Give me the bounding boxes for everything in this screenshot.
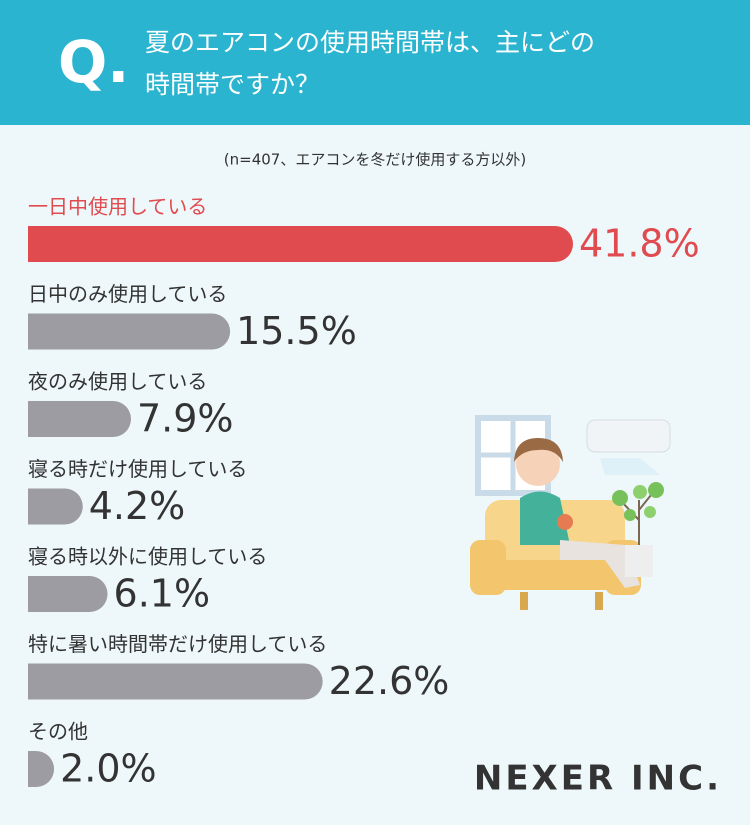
value-label: 4.2% — [89, 484, 186, 528]
subtitle: (n=407、エアコンを冬だけ使用する方以外) — [224, 151, 526, 169]
value-label: 22.6% — [329, 659, 450, 703]
logo: NEXER INC. — [474, 759, 722, 799]
value-label: 15.5% — [236, 309, 357, 353]
header — [0, 0, 750, 125]
value-label: 6.1% — [114, 572, 211, 616]
illustration — [470, 415, 671, 610]
category-label: 日中のみ使用している — [28, 282, 227, 306]
question-mark: Q. — [58, 28, 129, 96]
bar — [28, 663, 323, 700]
category-label: 夜のみ使用している — [28, 370, 207, 394]
bar — [28, 488, 83, 525]
category-label: その他 — [28, 720, 88, 744]
bar — [28, 751, 55, 787]
bar — [28, 226, 573, 262]
category-label: 寝る時以外に使用している — [28, 545, 267, 569]
value-label: 2.0% — [60, 747, 157, 791]
category-label: 一日中使用している — [28, 195, 207, 219]
value-label: 7.9% — [137, 397, 234, 441]
bar — [28, 576, 108, 612]
category-label: 特に暑い時間帯だけ使用している — [28, 632, 327, 656]
title-line: 時間帯ですか？ — [145, 70, 320, 99]
title-line: 夏のエアコンの使用時間帯は、主にどの — [145, 28, 595, 57]
bar — [28, 401, 132, 437]
bar — [28, 313, 231, 350]
category-label: 寝る時だけ使用している — [28, 457, 247, 481]
value-label: 41.8% — [579, 222, 700, 266]
